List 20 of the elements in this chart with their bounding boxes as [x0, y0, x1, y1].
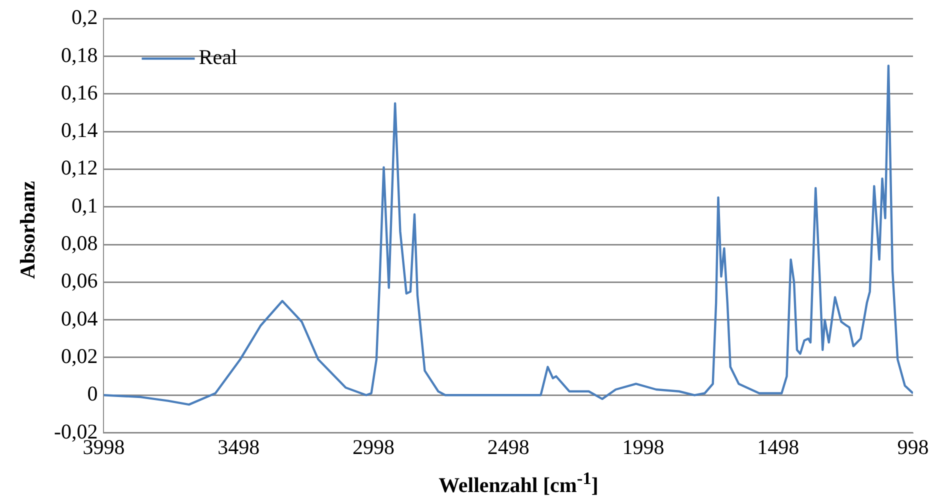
x-axis-title: Wellenzahl [cm$^{-1}$]	[438, 468, 600, 498]
y-tick-label: 0,08	[60, 231, 98, 256]
y-axis-title: Absorbanz	[16, 180, 40, 280]
y-tick-label: 0,04	[60, 306, 98, 330]
y-tick-label: 0,18	[60, 42, 98, 67]
y-tick-label: 0,16	[60, 80, 98, 104]
y-tick-label: 0,12	[60, 156, 98, 180]
x-tick-label: 3498	[218, 434, 260, 459]
x-tick-label: 2998	[352, 434, 394, 459]
x-tick-label: 2498	[487, 434, 530, 459]
y-tick-label: 0,2	[71, 5, 98, 30]
x-tick-label: 998	[897, 434, 929, 459]
y-tick-label: 0,1	[71, 193, 98, 218]
y-tick-label: 0,06	[60, 268, 98, 293]
y-tick-label: 0,02	[60, 344, 98, 368]
x-tick-label: 1998	[622, 434, 664, 459]
y-tick-label: 0,14	[60, 118, 98, 142]
y-tick-label: 0	[87, 382, 98, 406]
x-tick-label: 1498	[757, 434, 800, 459]
legend-label: Real	[198, 45, 238, 70]
